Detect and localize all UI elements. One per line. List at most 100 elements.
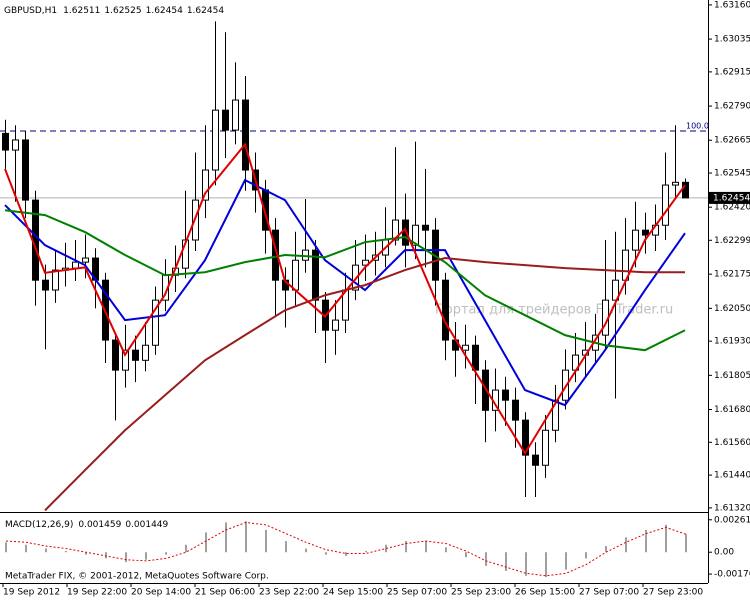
- macd-bar: [505, 552, 507, 571]
- macd-bar: [445, 547, 447, 553]
- candle-body: [292, 259, 299, 291]
- candle-body: [232, 99, 239, 131]
- y-tick-label: 1.63035: [714, 35, 750, 45]
- moving-average: [4, 178, 686, 407]
- candle-body: [412, 224, 419, 246]
- candle-body: [52, 269, 59, 291]
- candle-body: [682, 181, 689, 199]
- y-tick-label: 0.00: [714, 548, 734, 558]
- x-tick-label: 25 Sep 07:00: [387, 588, 447, 598]
- header-open: 1.62511: [63, 6, 100, 16]
- current-price-box: [709, 191, 750, 204]
- candle-body: [512, 399, 519, 421]
- macd-bar: [225, 522, 227, 553]
- candle-body: [332, 319, 339, 331]
- candle-body: [522, 419, 529, 456]
- macd-bar: [65, 550, 67, 553]
- macd-bar: [165, 552, 167, 555]
- y-tick-label: -0.00176: [714, 570, 750, 580]
- candle-body: [182, 239, 189, 269]
- macd-bar: [585, 552, 587, 559]
- candle-body: [662, 184, 669, 226]
- candle-body: [132, 349, 139, 361]
- x-tick-label: 19 Sep 22:00: [67, 588, 127, 598]
- macd-bar: [265, 529, 267, 553]
- level-label: 100.0: [686, 121, 709, 130]
- candle-body: [672, 181, 679, 186]
- macd-bar: [385, 544, 387, 553]
- moving-average: [4, 142, 686, 456]
- candle-body: [312, 249, 319, 301]
- x-tick-label: 24 Sep 15:00: [323, 588, 383, 598]
- macd-bar: [685, 534, 687, 553]
- candle-body: [22, 139, 29, 201]
- macd-bar: [365, 550, 367, 553]
- footer: MetaTrader FIX, © 2001-2012, MetaQuotes …: [5, 572, 269, 582]
- candle-body: [212, 109, 219, 171]
- x-tick-label: 26 Sep 15:00: [515, 588, 575, 598]
- macd-bar: [405, 541, 407, 553]
- macd-bar: [485, 552, 487, 566]
- y-tick-label: 1.63160: [714, 0, 750, 10]
- macd-bar: [625, 537, 627, 553]
- watermark: Портал для трейдеров ForTrader.ru: [435, 303, 673, 318]
- candle-body: [442, 279, 449, 341]
- y-tick-label: 1.62915: [714, 67, 750, 77]
- y-tick-label: 1.61680: [714, 405, 750, 415]
- y-tick-label: 1.61560: [714, 438, 750, 448]
- candle-body: [472, 344, 479, 371]
- y-tick-label: 1.62790: [714, 102, 750, 112]
- y-tick-label: 1.62665: [714, 136, 750, 146]
- macd-bar: [145, 552, 147, 560]
- symbol: GBPUSD,H1: [4, 6, 57, 16]
- macd-bar: [285, 541, 287, 553]
- macd-bar: [665, 524, 667, 553]
- current-price-label: 1.62454: [713, 193, 750, 203]
- macd-bar: [545, 552, 547, 578]
- macd-bar: [5, 542, 7, 553]
- macd-bar: [325, 552, 327, 555]
- macd-bar: [25, 544, 27, 553]
- signal-line: [5, 521, 687, 577]
- candle-body: [392, 219, 399, 241]
- candle-body: [642, 229, 649, 236]
- header-close: 1.62454: [187, 6, 224, 16]
- macd-bar: [645, 529, 647, 553]
- candle-body: [422, 224, 429, 231]
- macd-bar: [245, 521, 247, 553]
- macd-value: 0.001459: [78, 520, 121, 530]
- macd-bar: [205, 532, 207, 553]
- moving-average: [4, 209, 686, 352]
- header-low: 1.62454: [146, 6, 183, 16]
- candle-body: [242, 99, 249, 171]
- macd-bar: [345, 552, 347, 556]
- x-tick-label: 27 Sep 23:00: [643, 588, 703, 598]
- x-tick-label: 27 Sep 07:00: [579, 588, 639, 598]
- candle-body: [632, 229, 639, 251]
- macd-bar: [85, 552, 87, 555]
- candle-body: [202, 169, 209, 201]
- macd-bar: [125, 552, 127, 563]
- candle-body: [462, 344, 469, 351]
- macd-bar: [425, 541, 427, 553]
- y-tick-label: 1.61320: [714, 503, 750, 513]
- candle-body: [112, 339, 119, 371]
- macd-bar: [305, 548, 307, 553]
- candle-body: [552, 399, 559, 431]
- y-tick-label: 1.62050: [714, 304, 750, 314]
- macd-bar: [465, 552, 467, 558]
- candle-body: [82, 257, 89, 263]
- y-tick-label: 1.62420: [714, 203, 750, 213]
- candle-body: [502, 389, 509, 401]
- x-tick-label: 19 Sep 2012: [3, 588, 60, 598]
- header-high: 1.62525: [104, 6, 141, 16]
- candle-body: [42, 279, 49, 291]
- y-tick-label: 1.62545: [714, 169, 750, 179]
- signal-value: 0.001449: [125, 520, 168, 530]
- y-tick-label: 1.61440: [714, 471, 750, 481]
- macd-name: MACD(12,26,9): [5, 520, 73, 530]
- macd-title: MACD(12,26,9) 0.001459 0.001449: [5, 520, 169, 530]
- macd-bar: [525, 552, 527, 576]
